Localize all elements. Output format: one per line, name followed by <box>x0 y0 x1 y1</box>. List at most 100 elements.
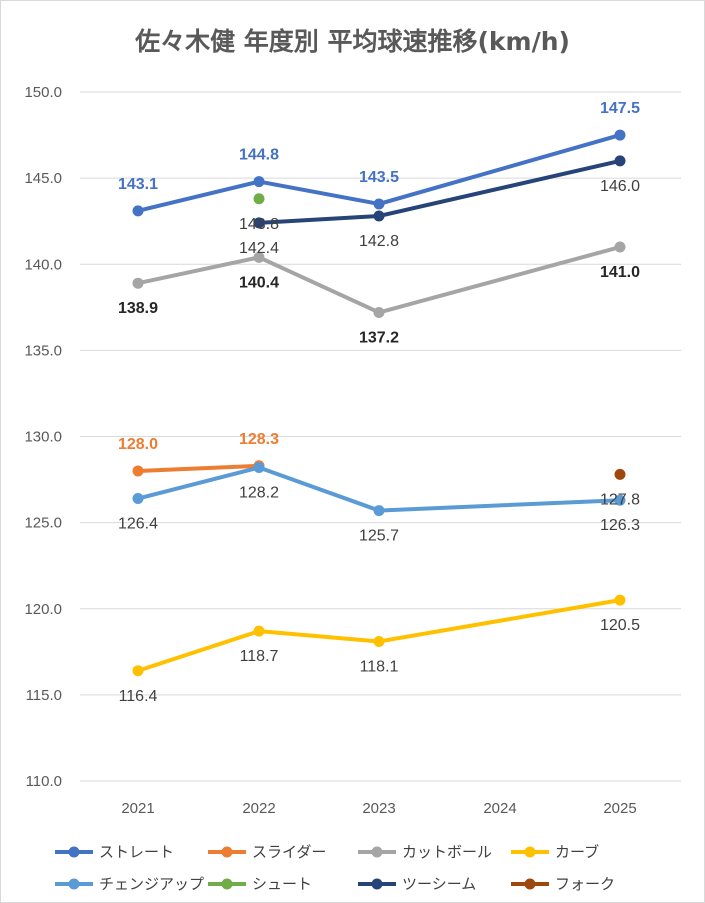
data-label: 128.0 <box>118 436 158 453</box>
data-point <box>614 241 626 253</box>
data-point <box>373 635 385 647</box>
data-label: 126.3 <box>600 517 640 534</box>
legend-swatch-marker <box>371 878 383 890</box>
series-6 <box>253 155 626 229</box>
y-tick-label: 150.0 <box>24 84 62 101</box>
series-7 <box>614 468 626 480</box>
data-point <box>253 176 265 188</box>
legend-label: シュート <box>252 875 312 893</box>
data-point <box>253 193 265 205</box>
data-label: 138.9 <box>118 300 158 317</box>
legend-label: スライダー <box>252 843 326 861</box>
legend-item: カットボール <box>358 843 492 861</box>
data-label: 144.8 <box>239 147 279 164</box>
data-label: 116.4 <box>119 688 158 705</box>
data-point <box>132 205 144 217</box>
x-tick-label: 2025 <box>603 800 636 817</box>
y-tick-label: 140.0 <box>24 256 62 273</box>
data-label: 126.4 <box>118 516 158 533</box>
legend-item: ツーシーム <box>358 875 476 893</box>
gridlines <box>80 91 681 782</box>
legend-label: フォーク <box>555 875 615 893</box>
series-line <box>136 598 622 673</box>
data-point <box>614 594 626 606</box>
data-point <box>253 217 265 229</box>
x-tick-label: 2024 <box>483 800 516 817</box>
y-tick-label: 130.0 <box>24 429 62 446</box>
data-label: 142.4 <box>239 240 279 257</box>
data-labels: 143.1 144.8 143.5 147.5 128.0 128.3 138.9 140.4… <box>118 100 640 705</box>
series-lines <box>132 129 626 677</box>
data-point <box>614 494 626 506</box>
data-label: 120.5 <box>600 617 640 634</box>
series-line <box>136 465 622 513</box>
data-point <box>373 505 385 517</box>
data-point <box>373 198 385 210</box>
series-line <box>136 245 622 315</box>
data-label: 141.0 <box>600 264 640 281</box>
data-label: 142.8 <box>359 233 399 250</box>
data-label: 118.7 <box>240 648 279 665</box>
series-line <box>136 133 622 213</box>
x-axis-ticks: 2021 2022 2023 2024 2025 <box>121 800 636 817</box>
data-label: 127.8 <box>600 491 640 508</box>
series-0 <box>132 129 626 217</box>
series-1 <box>132 460 265 477</box>
data-label: 125.7 <box>359 528 399 545</box>
y-tick-label: 110.0 <box>26 773 62 790</box>
chart-title: 佐々木健 年度別 平均球速推移(km/h) <box>135 27 570 56</box>
data-label: 118.1 <box>360 658 399 675</box>
legend-swatch-marker <box>221 846 233 858</box>
data-point <box>614 155 626 167</box>
x-tick-label: 2023 <box>362 800 395 817</box>
legend-item: フォーク <box>511 875 615 893</box>
legend-label: カーブ <box>555 843 599 861</box>
x-tick-label: 2022 <box>242 800 275 817</box>
data-label: 140.4 <box>239 274 279 291</box>
data-label: 128.3 <box>239 431 279 448</box>
data-point <box>373 306 385 318</box>
data-point <box>253 625 265 637</box>
series-5 <box>253 193 265 205</box>
legend-label: カットボール <box>402 843 492 861</box>
y-tick-label: 135.0 <box>24 342 62 359</box>
y-tick-label: 145.0 <box>24 170 62 187</box>
legend-item: チェンジアップ <box>55 875 204 893</box>
data-label: 143.1 <box>118 176 158 193</box>
x-tick-label: 2021 <box>121 800 154 817</box>
series-2 <box>132 241 626 318</box>
series-3 <box>132 594 626 677</box>
data-point <box>253 251 265 263</box>
legend-swatch-marker <box>68 846 80 858</box>
data-label: 143.5 <box>359 169 399 186</box>
legend-label: ツーシーム <box>402 875 476 893</box>
data-label: 143.8 <box>239 216 279 233</box>
data-point <box>132 465 144 477</box>
data-point <box>373 210 385 222</box>
legend-label: ストレート <box>99 843 174 861</box>
data-point <box>132 277 144 289</box>
data-label: 137.2 <box>359 329 399 346</box>
y-axis-ticks: 110.0 115.0 120.0 125.0 130.0 135.0 140.0 145.0… <box>24 84 62 790</box>
legend-item: シュート <box>208 875 312 893</box>
data-label: 128.2 <box>239 485 279 502</box>
legend-swatch-marker <box>524 846 536 858</box>
legend-swatch-marker <box>68 878 80 890</box>
data-point <box>132 665 144 677</box>
y-tick-label: 120.0 <box>24 601 62 618</box>
y-tick-label: 115.0 <box>26 687 62 704</box>
data-point <box>614 129 626 141</box>
legend-item: カーブ <box>511 843 599 861</box>
data-point <box>614 468 626 480</box>
data-point <box>253 462 265 474</box>
data-label: 146.0 <box>600 178 640 195</box>
legend-item: ストレート <box>55 843 174 861</box>
series-line <box>136 463 261 473</box>
data-label: 147.5 <box>600 100 640 117</box>
legend-swatch-marker <box>371 846 383 858</box>
legend-swatch-marker <box>221 878 233 890</box>
legend-label: チェンジアップ <box>99 875 204 893</box>
